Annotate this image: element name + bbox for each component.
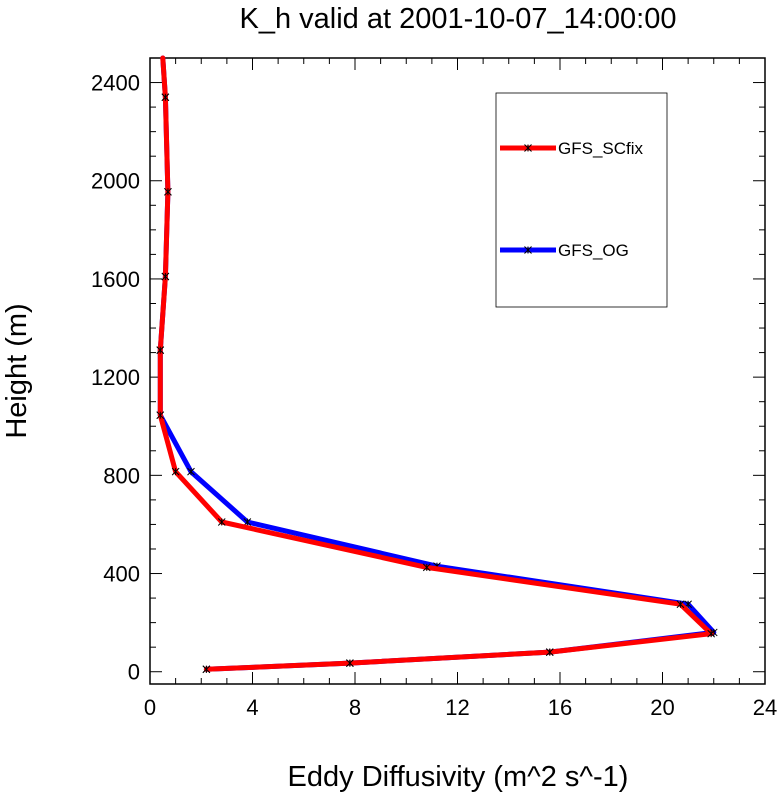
series-line-gfs-scfix (157, 55, 714, 672)
y-tick-label: 400 (103, 562, 140, 587)
data-point-gfs-og (243, 518, 252, 526)
y-tick-label: 2000 (91, 169, 140, 194)
data-point-gfs-scfix (161, 272, 170, 281)
x-tick-label: 8 (349, 695, 361, 720)
legend-label-gfs-og: GFS_OG (558, 241, 629, 260)
legend-marker (524, 144, 532, 152)
y-tick-label: 0 (128, 660, 140, 685)
data-point-gfs-scfix (164, 187, 172, 196)
data-point-gfs-scfix (156, 346, 165, 354)
x-axis-ticks: 0 4 8 12 16 20 24 (144, 58, 777, 720)
x-tick-label: 12 (445, 695, 469, 720)
y-axis-label: Height (m) (1, 303, 33, 438)
data-point-gfs-og (187, 467, 195, 476)
data-point-gfs-scfix (161, 93, 170, 102)
legend-label-gfs-scfix: GFS_SCfix (558, 139, 644, 158)
data-point-gfs-scfix (422, 563, 431, 572)
plot-frame (149, 57, 766, 685)
data-point-gfs-scfix (707, 629, 716, 638)
y-tick-label: 1200 (91, 365, 140, 390)
data-point-gfs-scfix (217, 518, 226, 526)
x-tick-label: 24 (753, 695, 777, 720)
data-point-gfs-scfix (346, 659, 354, 667)
legend: GFS_SCfix GFS_OG (495, 92, 668, 308)
y-tick-label: 800 (103, 463, 140, 488)
y-axis-ticks: 0 400 800 1200 1600 2000 2400 (91, 57, 765, 685)
legend-box (495, 92, 668, 308)
data-point-gfs-scfix (676, 600, 685, 609)
y-tick-label: 1600 (91, 267, 140, 292)
series-layer (156, 55, 718, 674)
x-tick-label: 4 (246, 695, 258, 720)
data-point-gfs-scfix (156, 411, 165, 420)
x-tick-label: 20 (650, 695, 674, 720)
y-tick-label: 2400 (91, 71, 140, 96)
x-tick-label: 16 (548, 695, 572, 720)
data-point-gfs-scfix (171, 467, 180, 476)
data-point-gfs-scfix (202, 665, 211, 674)
x-tick-label: 0 (144, 695, 156, 720)
x-axis-label: Eddy Diffusivity (m^2 s^-1) (288, 761, 629, 793)
data-point-gfs-scfix (545, 648, 554, 656)
legend-marker (524, 246, 532, 254)
chart-title: K_h valid at 2001-10-07_14:00:00 (240, 3, 677, 35)
